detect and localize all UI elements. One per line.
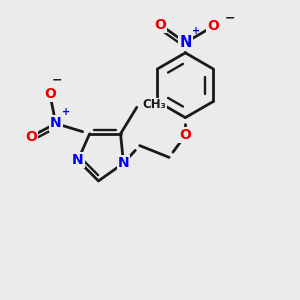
Text: CH₃: CH₃ — [142, 98, 166, 111]
Text: N: N — [50, 116, 61, 130]
Text: O: O — [25, 130, 37, 144]
Text: O: O — [44, 87, 56, 101]
Text: +: + — [192, 26, 200, 36]
Text: N: N — [179, 35, 191, 50]
Text: O: O — [154, 18, 166, 32]
Text: O: O — [179, 128, 191, 142]
Text: O: O — [207, 19, 219, 33]
Text: N: N — [118, 156, 129, 170]
Text: −: − — [51, 74, 62, 87]
Text: +: + — [62, 107, 70, 117]
Text: −: − — [224, 12, 235, 25]
Text: N: N — [72, 153, 84, 167]
